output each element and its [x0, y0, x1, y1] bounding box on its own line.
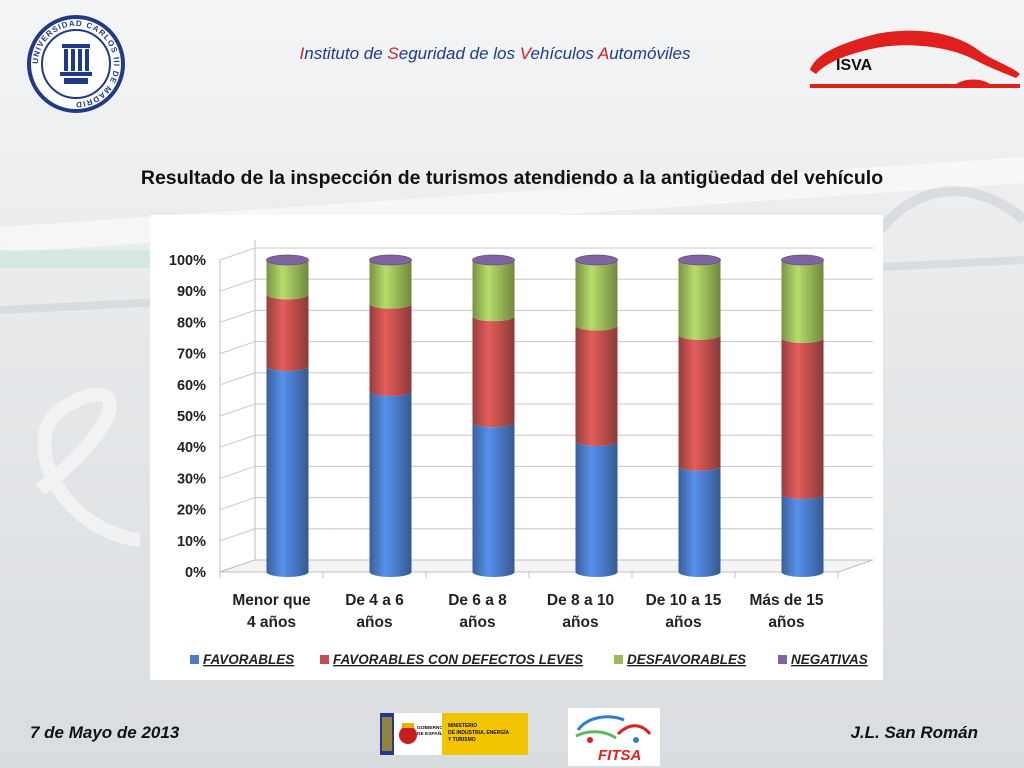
bar-segment [369, 391, 412, 577]
bar-segment [781, 494, 824, 577]
legend-label: FAVORABLES [203, 652, 294, 667]
isva-logo: ISVA [810, 30, 1020, 88]
bar-segment [678, 465, 721, 577]
x-category-label: años [562, 614, 598, 631]
chart-floor [219, 559, 874, 573]
bar-segment [369, 303, 412, 397]
bar-segment [266, 366, 309, 577]
bar-segment [266, 260, 309, 300]
x-category-label: años [665, 614, 701, 631]
x-category-label: años [356, 614, 392, 631]
bar-segment [575, 440, 618, 577]
header: UNIVERSIDAD CARLOS III DE MADRID Institu… [0, 0, 1024, 113]
slide-title: Resultado de la inspección de turismos a… [140, 167, 884, 189]
y-tick-label: 0% [185, 565, 206, 581]
y-tick-label: 90% [177, 284, 206, 300]
bar-top-cap [781, 254, 824, 266]
legend-label: NEGATIVAS [791, 652, 868, 667]
legend-label: FAVORABLES CON DEFECTOS LEVES [333, 652, 583, 667]
gov-text-line-2: DE ESPAÑA [417, 730, 445, 737]
x-category-label: Más de 15 [749, 592, 823, 609]
y-tick-label: 20% [177, 503, 206, 519]
legend-swatch [190, 655, 199, 664]
y-tick-label: 60% [177, 378, 206, 394]
ministry-text-line-2: DE INDUSTRIA, ENERGÍA [448, 728, 510, 736]
bar-segment [266, 294, 309, 372]
x-category-label: De 4 a 6 [345, 592, 404, 609]
legend-swatch [778, 655, 787, 664]
government-ministry-logo: GOBIERNO DE ESPAÑA MINISTERIO DE INDUSTR… [380, 713, 528, 755]
fitsa-logo-text: FITSA [598, 747, 641, 764]
y-tick-label: 40% [177, 440, 206, 456]
bar-segment [781, 260, 824, 343]
ministry-text-line-3: Y TURISMO [448, 737, 476, 743]
y-tick-label: 10% [177, 534, 206, 550]
ministry-text-line-1: MINISTERIO [448, 723, 477, 729]
bar-segment [575, 260, 618, 331]
legend-swatch [614, 655, 623, 664]
bar-top-cap [369, 254, 412, 266]
footer-author: J.L. San Román [850, 723, 978, 742]
x-category-label: 4 años [247, 614, 296, 631]
y-tick-label: 30% [177, 471, 206, 487]
legend-label: DESFAVORABLES [627, 652, 746, 667]
legend-swatch [320, 655, 329, 664]
x-category-label: De 8 a 10 [547, 592, 614, 609]
x-category-label: años [768, 614, 804, 631]
gridline [219, 497, 873, 511]
x-category-label: años [459, 614, 495, 631]
gridline [219, 247, 873, 261]
fitsa-logo: FITSA [568, 708, 660, 766]
bar-segment [472, 422, 515, 577]
bar-segment [781, 338, 824, 499]
gridline [219, 434, 873, 448]
gridline [219, 465, 873, 479]
bar-segment [472, 316, 515, 428]
bar-segment [575, 325, 618, 446]
gridline [219, 372, 873, 386]
y-tick-label: 50% [177, 409, 206, 425]
x-category-label: De 6 a 8 [448, 592, 507, 609]
stacked-percent-bar-chart: 0% 10% 20% 30% 40% 50% 60% 70% 80% 90% 100% Menor q… [169, 240, 874, 667]
bar-segment [472, 260, 515, 322]
bar-top-cap [678, 254, 721, 266]
bar-top-cap [575, 254, 618, 266]
gridline [219, 528, 873, 542]
bar-top-cap [266, 254, 309, 266]
bar-segment [678, 260, 721, 340]
y-tick-label: 100% [169, 253, 206, 269]
gridline [219, 309, 873, 323]
chart-panel: 0% 10% 20% 30% 40% 50% 60% 70% 80% 90% 100% Menor q… [150, 215, 883, 680]
bar-segment [369, 260, 412, 309]
gridline [219, 403, 873, 417]
institute-title: Instituto de Seguridad de los Vehículos … [299, 44, 691, 63]
y-tick-label: 80% [177, 315, 206, 331]
bar-segment [678, 334, 721, 471]
x-category-label: Menor que [232, 592, 311, 609]
footer-date: 7 de Mayo de 2013 [30, 723, 180, 742]
gridline [219, 278, 873, 292]
x-category-label: De 10 a 15 [646, 592, 722, 609]
university-seal-logo: UNIVERSIDAD CARLOS III DE MADRID [27, 15, 125, 113]
isva-logo-text: ISVA [836, 57, 873, 74]
y-tick-label: 70% [177, 347, 206, 363]
gov-text-line-1: GOBIERNO [417, 725, 443, 731]
bar-top-cap [472, 254, 515, 266]
gridline [219, 341, 873, 355]
